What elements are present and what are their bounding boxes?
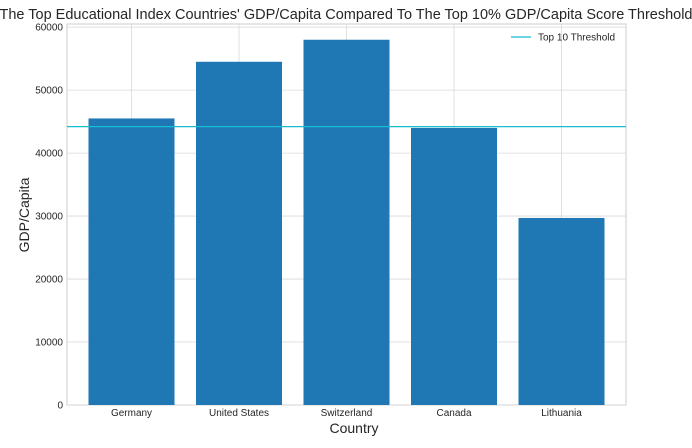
- x-tick-label: Germany: [111, 408, 152, 419]
- legend-label-threshold: Top 10 Threshold: [538, 33, 615, 44]
- bar-switzerland: [303, 39, 390, 405]
- y-tick-label: 30000: [35, 212, 63, 223]
- x-tick-labels: Germany United States Switzerland Canada Lit…: [111, 408, 582, 419]
- y-tick-label: 60000: [35, 23, 63, 34]
- x-tick-label: Lithuania: [541, 408, 582, 419]
- bar-germany: [88, 118, 175, 406]
- legend: Top 10 Threshold: [511, 33, 615, 44]
- x-axis-label: Country: [329, 420, 378, 436]
- bar-canada: [411, 127, 497, 405]
- x-tick-label: United States: [209, 408, 269, 419]
- bars: [88, 39, 605, 406]
- y-tick-label: 10000: [35, 338, 63, 349]
- bar-united-states: [196, 61, 282, 405]
- bar-lithuania: [518, 217, 605, 405]
- y-tick-label: 40000: [35, 149, 63, 160]
- y-tick-label: 50000: [35, 86, 63, 97]
- y-axis-label: GDP/Capita: [16, 177, 32, 252]
- y-tick-label: 20000: [35, 275, 63, 286]
- y-tick-labels: 0 10000 20000 30000 40000 50000 60000: [35, 23, 63, 412]
- x-tick-label: Switzerland: [321, 408, 373, 419]
- y-tick-label: 0: [57, 401, 63, 412]
- chart-title: The Top Educational Index Countries' GDP…: [0, 7, 692, 23]
- x-tick-label: Canada: [436, 408, 471, 419]
